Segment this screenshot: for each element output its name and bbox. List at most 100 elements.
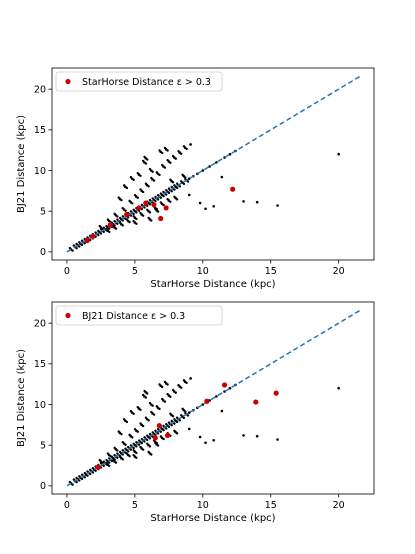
data-point: [116, 449, 119, 452]
highlight-point: [152, 435, 158, 441]
data-point: [184, 176, 187, 179]
data-point: [116, 456, 119, 459]
data-point: [165, 423, 168, 426]
highlight-point: [136, 205, 142, 211]
data-point: [121, 458, 124, 461]
data-point: [131, 202, 134, 205]
data-point: [144, 416, 148, 419]
data-point: [160, 385, 164, 389]
data-point: [162, 190, 165, 194]
data-point: [146, 434, 149, 437]
data-point: [180, 414, 183, 417]
data-point: [166, 392, 169, 396]
data-point: [177, 150, 180, 153]
data-point: [83, 471, 86, 475]
data-point: [75, 476, 78, 480]
data-point: [91, 471, 95, 474]
data-point: [212, 439, 215, 442]
data-point: [101, 461, 104, 464]
data-point: [175, 198, 179, 201]
data-point: [140, 441, 144, 445]
data-point: [151, 170, 154, 173]
data-point: [156, 444, 160, 447]
data-point: [108, 464, 111, 468]
data-point: [169, 178, 172, 181]
data-point: [86, 474, 89, 477]
data-point: [88, 472, 92, 476]
legend-box: [55, 71, 223, 92]
data-point: [127, 450, 130, 453]
highlight-point: [221, 382, 228, 388]
data-point: [128, 199, 131, 203]
highlight-point: [163, 205, 169, 211]
data-point: [171, 415, 175, 418]
data-point: [150, 410, 153, 414]
data-point: [201, 403, 205, 406]
highlight-point: [230, 186, 236, 192]
data-point: [143, 155, 146, 159]
data-point: [189, 143, 192, 146]
data-point: [133, 427, 137, 431]
data-point: [166, 383, 169, 386]
data-point: [155, 171, 158, 174]
data-point: [135, 451, 138, 455]
data-point: [118, 221, 122, 225]
data-point: [127, 445, 130, 449]
data-point: [129, 410, 133, 413]
data-point: [122, 184, 126, 187]
data-point: [165, 189, 168, 192]
data-point: [128, 220, 131, 224]
highlight-point: [84, 237, 90, 244]
data-point: [175, 420, 179, 424]
data-point: [198, 201, 202, 205]
x-tick-label: 15: [265, 266, 277, 277]
data-point: [156, 427, 160, 431]
data-point: [242, 434, 245, 437]
data-point: [208, 165, 211, 168]
data-point: [146, 158, 149, 161]
data-point: [129, 214, 133, 217]
data-point: [117, 196, 120, 199]
data-point: [166, 158, 169, 162]
data-point: [135, 222, 138, 225]
data-point: [161, 397, 164, 401]
data-point: [106, 452, 110, 455]
data-point: [148, 203, 152, 206]
data-point: [78, 241, 81, 244]
data-point: [99, 232, 103, 235]
data-point: [78, 475, 81, 478]
highlight-point: [90, 233, 96, 240]
y-tick-label: 20: [34, 84, 46, 95]
data-point: [139, 174, 142, 177]
x-tick-label: 15: [265, 500, 277, 511]
data-point: [121, 219, 124, 222]
data-point: [162, 428, 165, 432]
data-point: [198, 435, 202, 439]
data-point: [148, 445, 152, 448]
data-point: [148, 437, 152, 440]
data-point: [147, 185, 150, 188]
data-point: [170, 419, 173, 423]
legend: BJ21 Distance ε > 0.3: [55, 305, 223, 326]
data-point: [135, 456, 138, 459]
data-point: [175, 416, 179, 419]
highlight-point: [204, 398, 210, 404]
data-point: [122, 418, 126, 421]
data-point: [159, 201, 163, 204]
data-point: [144, 396, 148, 399]
data-point: [169, 161, 172, 164]
data-point: [161, 163, 164, 167]
data-point: [173, 195, 176, 198]
data-point: [120, 432, 123, 436]
data-point: [144, 182, 148, 185]
data-point: [159, 435, 163, 438]
data-point: [174, 391, 177, 394]
data-point: [118, 216, 122, 220]
y-tick-label: 10: [34, 166, 46, 177]
data-point: [137, 439, 141, 442]
data-point: [124, 447, 127, 450]
data-point: [113, 453, 116, 457]
data-point: [152, 413, 156, 416]
data-point: [162, 203, 165, 207]
